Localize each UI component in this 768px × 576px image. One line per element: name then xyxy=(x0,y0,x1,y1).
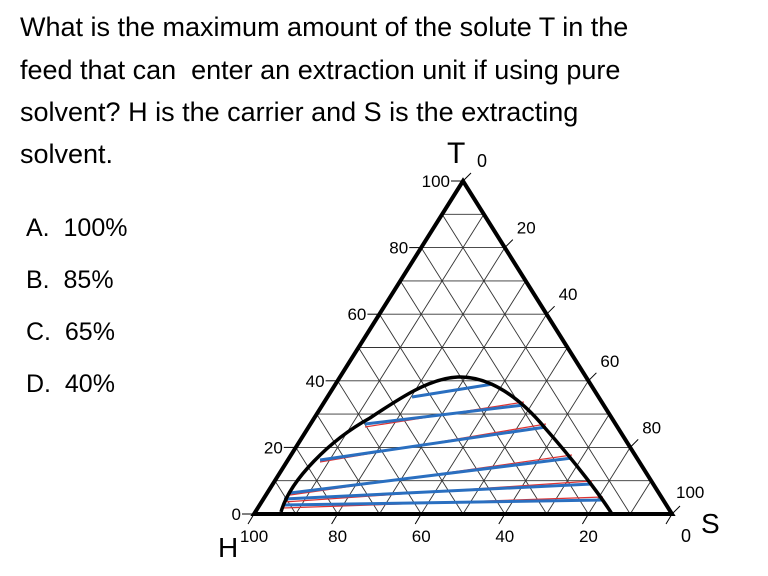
tick-mark xyxy=(546,305,555,315)
tick-mark xyxy=(247,513,255,525)
option-text: 85% xyxy=(63,266,114,294)
grid-line xyxy=(504,380,589,515)
tick-mark xyxy=(462,172,472,182)
right-tick-label: 60 xyxy=(600,352,619,371)
triangle xyxy=(250,177,676,516)
tick-mark xyxy=(414,513,422,525)
tick-mark xyxy=(581,513,589,525)
tick-mark xyxy=(331,513,339,525)
axis-labels: 0 20 40 60 80 100 0 20 40 60 80 100 100 80 60 40 20 0 xyxy=(232,151,705,546)
right-tick-label: 40 xyxy=(559,285,578,304)
option-letter: C. xyxy=(26,318,51,346)
right-tick-label: 100 xyxy=(676,483,704,502)
grid-line xyxy=(295,214,485,515)
option[interactable]: D. 40% xyxy=(26,370,115,399)
grid-line xyxy=(379,280,527,515)
question-line: feed that can enter an extraction unit i… xyxy=(20,55,621,85)
bottom-tick-label: 40 xyxy=(495,527,514,546)
option[interactable]: C. 65% xyxy=(26,318,115,347)
grid-line xyxy=(441,214,631,515)
binodal-curve xyxy=(279,375,614,515)
left-tick-label: 40 xyxy=(306,372,325,391)
right-tick-label: 20 xyxy=(517,219,536,238)
left-tick-label: 80 xyxy=(389,239,408,258)
grid-line xyxy=(629,480,652,515)
right-tick-label: 0 xyxy=(477,151,487,171)
question-line: What is the maximum amount of the solute… xyxy=(20,12,629,42)
question-line: solvent? H is the carrier and S is the e… xyxy=(20,97,579,127)
option-letter: B. xyxy=(26,266,50,294)
bottom-tick-label: 80 xyxy=(328,527,347,546)
left-tick-label: 20 xyxy=(264,438,283,457)
tick-mark xyxy=(588,372,597,382)
option-letter: A. xyxy=(26,214,50,242)
vertex-label: H xyxy=(218,532,238,563)
grid-line xyxy=(588,447,631,515)
vertex-label: T xyxy=(447,137,465,170)
tick-mark xyxy=(504,239,514,248)
grid-line xyxy=(399,280,547,515)
option-text: 40% xyxy=(64,370,115,398)
bottom-tick-label: 100 xyxy=(240,527,268,546)
question-line: solvent. xyxy=(20,139,114,169)
bottom-tick-label: 60 xyxy=(412,527,431,546)
option-letter: D. xyxy=(26,370,51,398)
left-tick-label: 60 xyxy=(347,305,366,324)
right-tick-label: 80 xyxy=(642,418,661,437)
tie-lines xyxy=(282,382,604,509)
tick-mark xyxy=(498,513,506,525)
grid-line xyxy=(358,347,464,515)
option-text: 65% xyxy=(64,318,115,346)
tick-mark xyxy=(671,505,681,515)
grid-line xyxy=(316,413,380,515)
bottom-tick-label: 0 xyxy=(681,526,691,546)
tick-mark xyxy=(629,439,639,448)
option-text: 100% xyxy=(63,214,128,242)
left-tick-label: 0 xyxy=(232,505,241,524)
left-tick-label: 100 xyxy=(422,172,450,191)
grid xyxy=(274,213,652,515)
vertex-label: S xyxy=(701,508,720,539)
option[interactable]: A. 100% xyxy=(26,214,127,243)
tick-mark xyxy=(665,513,673,525)
bottom-tick-label: 20 xyxy=(579,527,598,546)
option[interactable]: B. 85% xyxy=(26,266,114,295)
grid-line xyxy=(546,413,610,515)
